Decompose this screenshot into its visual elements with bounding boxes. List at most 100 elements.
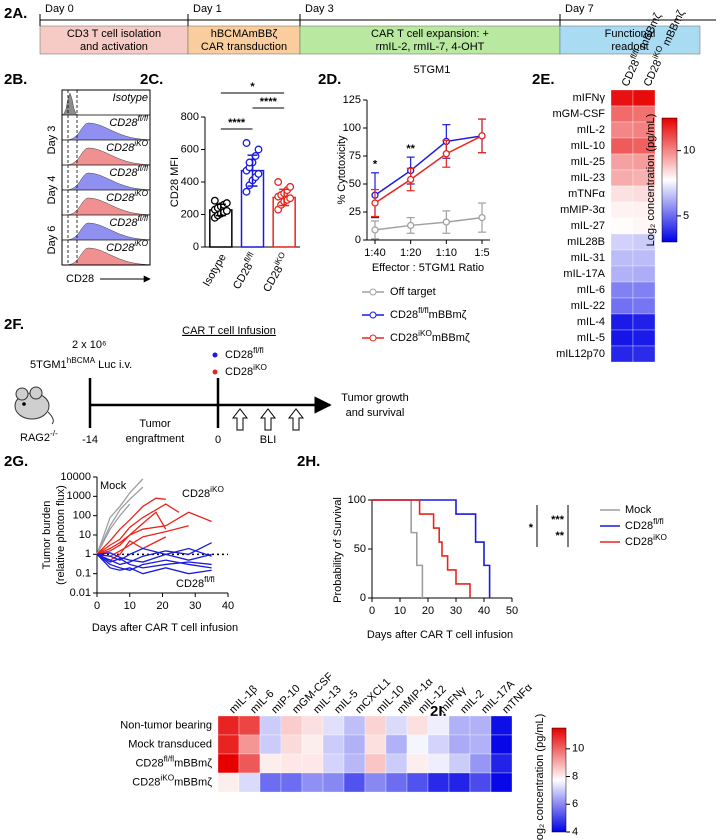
- infusion-title: CAR T cell Infusion: [182, 325, 276, 337]
- mouse-icon: [14, 386, 54, 425]
- heatmap-cell: [448, 715, 471, 736]
- heatmap-cell: [610, 249, 634, 267]
- y-axis-label: Tumor burden: [41, 501, 53, 570]
- error-bar: [215, 203, 226, 217]
- group-label: CD28fl/fl: [225, 346, 264, 361]
- x-tick-label: 30: [189, 600, 201, 612]
- text-part: CD28: [231, 261, 255, 291]
- row-label: CD28fl/fl: [109, 164, 149, 179]
- x-tick-label: 10: [394, 605, 406, 617]
- row-label: mTNFα: [568, 188, 606, 200]
- tumor-line: [96, 511, 167, 555]
- tumor-line: [96, 486, 144, 555]
- data-point: [478, 213, 486, 222]
- superscript: fl/fl: [137, 114, 149, 123]
- y-tick-label: 200: [181, 208, 199, 220]
- significance-label: ****: [228, 117, 246, 129]
- heatmap-cell: [217, 734, 240, 755]
- text-part: CD28: [132, 776, 160, 788]
- timeline-step: [299, 25, 561, 55]
- text-part: CD28: [619, 58, 642, 89]
- heatmap-cell: [610, 297, 634, 315]
- histogram-frame: [61, 89, 151, 266]
- superscript: iKO: [253, 363, 267, 372]
- heatmap-cell: [322, 772, 345, 793]
- text-part: 5TGM1: [30, 359, 67, 371]
- row-label: mIFNγ: [573, 92, 606, 104]
- text-part: mBBmζ: [429, 309, 467, 321]
- legend-marker: [369, 334, 377, 342]
- heatmap-cell: [610, 153, 634, 171]
- data-point: [210, 196, 219, 205]
- step-text: CD3 T cell isolation: [67, 28, 161, 40]
- superscript: fl/fl: [253, 346, 264, 355]
- superscript: iKO: [210, 485, 224, 494]
- heatmap-cell: [259, 772, 282, 793]
- heatmap-cell: [343, 772, 366, 793]
- row-label: mIL-2: [577, 124, 605, 136]
- row-label: mIL-27: [571, 220, 605, 232]
- y-tick-label: 100: [73, 510, 91, 522]
- x-tick-label: 30: [450, 605, 462, 617]
- panel-label: 2F.: [4, 316, 24, 333]
- x-tick-label: 0: [94, 600, 100, 612]
- group-label: CD28fl/fl: [176, 575, 215, 590]
- y-tick-label: 0.1: [76, 568, 91, 580]
- heatmap-cell: [259, 734, 282, 755]
- step-text: CAR T cell expansion: +: [371, 28, 489, 40]
- y-tick-label: 0.01: [70, 587, 91, 599]
- y-tick-label: 25: [349, 206, 361, 218]
- x-tick-label: 20: [156, 600, 168, 612]
- histogram: [62, 222, 151, 241]
- heatmap-cell: [610, 89, 634, 107]
- colorbar: [551, 727, 567, 833]
- text-part: CD28: [106, 142, 135, 154]
- data-point: [371, 226, 379, 234]
- legend-label: CD28iKO: [625, 533, 667, 548]
- heatmap-cell: [490, 753, 513, 774]
- histogram: [62, 122, 151, 141]
- x-axis-label: Days after CAR T cell infusion: [92, 622, 238, 634]
- panel-label: 2A.: [4, 5, 27, 22]
- tumor-line: [96, 553, 212, 569]
- tumor-line: [96, 547, 212, 561]
- tumor-line: [96, 478, 144, 555]
- heatmap-cell: [427, 734, 450, 755]
- y-tick-label: 10: [79, 529, 91, 541]
- data-point: [442, 150, 450, 158]
- heatmap-cell: [259, 715, 282, 736]
- heatmap-cell: [238, 772, 261, 793]
- heatmap-cell: [610, 169, 634, 187]
- heatmap-cell: [610, 345, 634, 363]
- heatmap-cell: [469, 753, 492, 774]
- text-part: CD28: [625, 536, 653, 548]
- step-text: and activation: [80, 41, 148, 53]
- legend-marker: [369, 311, 377, 319]
- superscript: iKO: [273, 250, 288, 267]
- heatmap-cell: [280, 772, 303, 793]
- x-tick-label: Isotype: [201, 252, 229, 289]
- heatmap-cell: [610, 121, 634, 139]
- day-label: Day 3: [305, 3, 334, 15]
- heatmap-cell: [217, 772, 240, 793]
- day-label: Day 4: [46, 176, 58, 205]
- heatmap-cell: [632, 313, 656, 331]
- data-point: [442, 218, 450, 226]
- colorbar-tick-label: 10: [683, 145, 695, 157]
- data-point: [407, 175, 415, 184]
- superscript: iKO: [160, 774, 174, 783]
- phase-label: engraftment: [126, 433, 185, 445]
- heatmap-cell: [385, 772, 408, 793]
- tumor-line: [96, 553, 212, 575]
- legend-label: CD28fl/fl: [625, 517, 664, 532]
- heatmap-cell: [610, 265, 634, 283]
- heatmap-cell: [301, 715, 324, 736]
- significance-label: ****: [260, 96, 278, 108]
- row-label: mIL-10: [571, 140, 605, 152]
- row-label: CD28fl/fl: [109, 214, 149, 229]
- group-dot: [212, 369, 218, 375]
- row-label: Isotype: [113, 92, 148, 104]
- heatmap-cell: [632, 345, 656, 363]
- row-label: mMIP-3α: [560, 204, 606, 216]
- legend-label: Off target: [390, 286, 436, 298]
